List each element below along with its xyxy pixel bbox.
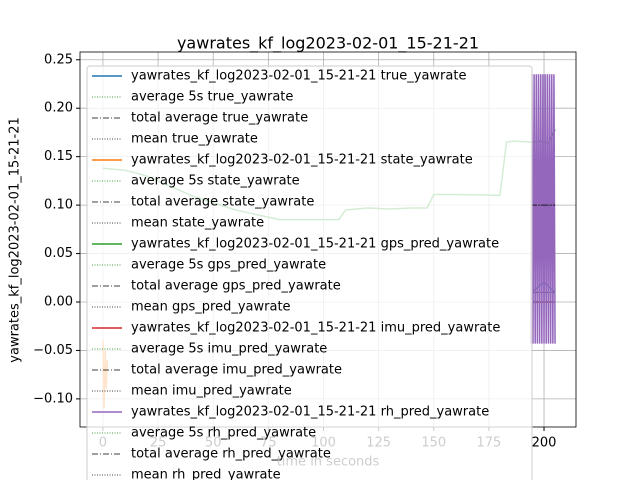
y-tick-label: −0.05 <box>33 343 73 358</box>
legend-label: average 5s true_yawrate <box>131 90 293 105</box>
legend-label: total average state_yawrate <box>131 195 314 210</box>
chart-title: yawrates_kf_log2023-02-01_15-21-21 <box>177 34 479 54</box>
x-tick-label: 200 <box>532 436 557 451</box>
y-tick-label: 0.25 <box>44 52 73 67</box>
y-tick-label: 0.00 <box>44 295 73 310</box>
legend-label: average 5s gps_pred_yawrate <box>131 258 326 273</box>
legend-label: yawrates_kf_log2023-02-01_15-21-21 imu_p… <box>131 321 500 336</box>
y-tick-label: 0.10 <box>44 198 73 213</box>
legend-label: yawrates_kf_log2023-02-01_15-21-21 gps_p… <box>131 237 499 252</box>
series-line <box>530 74 556 344</box>
legend-label: average 5s state_yawrate <box>131 174 300 189</box>
legend-label: total average rh_pred_yawrate <box>131 447 331 462</box>
legend-label: yawrates_kf_log2023-02-01_15-21-21 true_… <box>131 69 466 84</box>
legend-label: mean state_yawrate <box>131 216 264 231</box>
legend-label: average 5s rh_pred_yawrate <box>131 426 316 441</box>
y-tick-label: −0.10 <box>33 391 73 406</box>
y-axis-label: yawrates_kf_log2023-02-01_15-21-21 <box>8 117 23 362</box>
y-tick-label: 0.15 <box>44 149 73 164</box>
series-line <box>530 136 556 144</box>
legend-label: average 5s imu_pred_yawrate <box>131 342 327 357</box>
legend-label: mean true_yawrate <box>131 132 258 147</box>
legend-label: yawrates_kf_log2023-02-01_15-21-21 rh_pr… <box>131 405 489 420</box>
legend-label: total average true_yawrate <box>131 111 308 126</box>
legend-label: mean rh_pred_yawrate <box>131 468 281 480</box>
legend-box <box>86 65 533 480</box>
y-tick-label: 0.05 <box>44 246 73 261</box>
y-tick-label: 0.20 <box>44 101 73 116</box>
legend-label: total average gps_pred_yawrate <box>131 279 341 294</box>
legend-label: yawrates_kf_log2023-02-01_15-21-21 state… <box>131 153 473 168</box>
legend-label: total average imu_pred_yawrate <box>131 363 342 378</box>
legend-label: mean gps_pred_yawrate <box>131 300 291 315</box>
legend-label: mean imu_pred_yawrate <box>131 384 292 399</box>
